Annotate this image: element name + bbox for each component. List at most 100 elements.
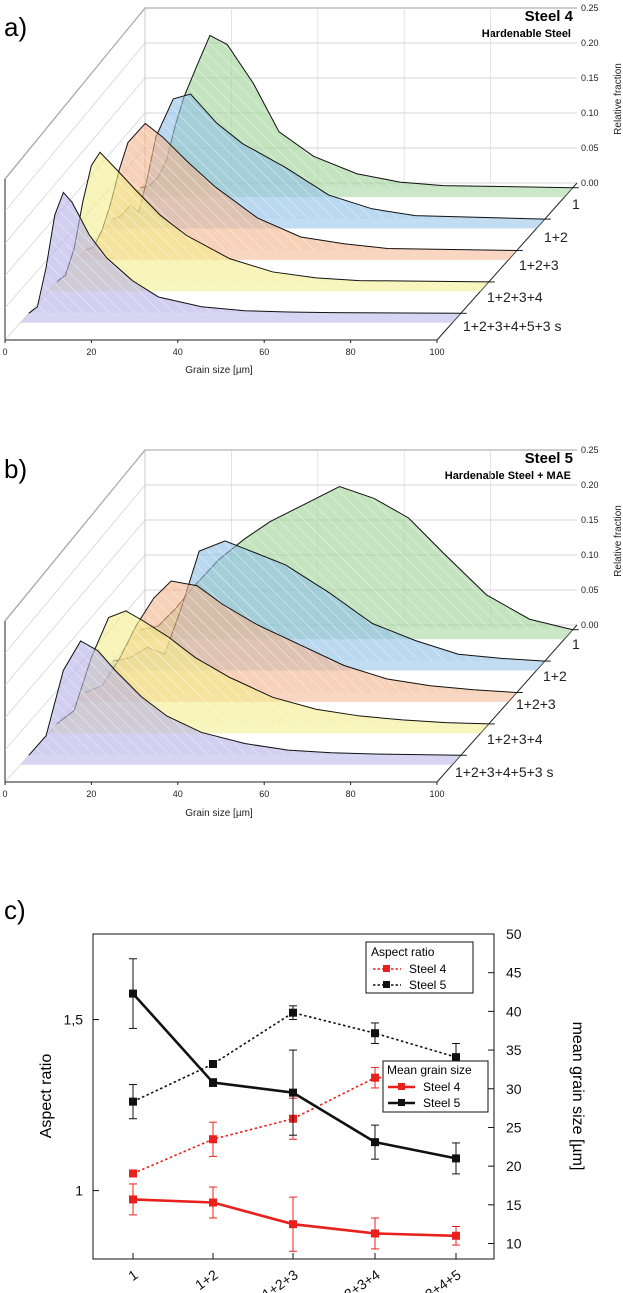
panel-c-right-tick-label: 50 xyxy=(506,926,522,942)
legend-grain-steel5-marker xyxy=(398,1099,405,1106)
grain-steel5-point xyxy=(371,1138,379,1147)
legend-grain-steel5: Steel 5 xyxy=(423,1096,461,1110)
panel-b-series-4-label: 1+2+3+4 xyxy=(487,731,543,747)
panel-b-xtick-label: 40 xyxy=(173,789,183,799)
panel-a-leftwall-grid xyxy=(4,77,146,244)
panel-b-depth-axis xyxy=(436,624,578,783)
panel-c-x-tick-label: 1 xyxy=(125,1266,141,1284)
panel-c-left-tick-label: 1,5 xyxy=(64,1012,84,1028)
panel-b-leftwall-grid xyxy=(4,484,146,654)
legend-aspect-steel4: Steel 4 xyxy=(409,962,447,976)
aspect-steel4-point xyxy=(129,1169,137,1178)
aspect-steel5-line xyxy=(132,1011,457,1103)
panel-b-series-2-label: 1+2 xyxy=(543,668,567,684)
panel-b-xtick-label: 0 xyxy=(2,789,7,799)
panel-c-right-tick-label: 45 xyxy=(506,965,522,981)
panel-b-ztick-label: 0.25 xyxy=(581,445,599,455)
panel-a-ztick-label: 0.05 xyxy=(581,143,599,153)
panel-c-right-tick-label: 10 xyxy=(506,1236,522,1252)
panel-b-ztick-label: 0.15 xyxy=(581,515,599,525)
panel-a-series-3-label: 1+2+3 xyxy=(519,257,559,273)
legend-aspect-steel5-marker xyxy=(383,981,390,988)
grain-steel5-point xyxy=(452,1154,460,1163)
panel-a-subtitle: Hardenable Steel xyxy=(482,28,571,40)
panel-c-ylabel-left: Aspect ratio xyxy=(38,1054,55,1139)
panel-c-right-tick-label: 30 xyxy=(506,1081,522,1097)
panel-c-right-tick-label: 15 xyxy=(506,1197,522,1213)
panel-a-series-hatch xyxy=(84,123,517,251)
legend-aspect-steel5: Steel 5 xyxy=(409,978,447,992)
panel-c-x-tick-label: 1+2+3+4+5 xyxy=(396,1266,464,1293)
panel-b-subtitle: Hardenable Steel + MAE xyxy=(445,470,571,482)
panel-b-chart: Steel 5 Hardenable Steel + MAE Grain siz… xyxy=(2,445,623,819)
panel-a-series-4-label: 1+2+3+4 xyxy=(487,289,543,305)
panel-b-series-3-label: 1+2+3 xyxy=(516,696,556,712)
panel-a-leftwall-grid xyxy=(4,7,146,180)
panel-b-xtick-label: 20 xyxy=(86,789,96,799)
grain-steel5-point xyxy=(129,989,137,998)
aspect-steel4-point xyxy=(371,1073,379,1082)
panel-b-series-line xyxy=(56,610,489,725)
panel-a-leftwall-grid xyxy=(4,42,146,212)
panel-b-xlabel: Grain size [µm] xyxy=(185,808,253,819)
panel-b-leftwall-grid xyxy=(4,519,146,686)
panel-a-zlabel: Relative fraction xyxy=(613,63,623,135)
panel-b-series-5-label: 1+2+3+4+5+3 s xyxy=(455,764,554,780)
panel-a-title: Steel 4 xyxy=(525,8,574,25)
legend-grain-title: Mean grain size xyxy=(387,1063,472,1077)
panel-b-xtick-label: 100 xyxy=(429,789,444,799)
panel-a-chart: Steel 4 Hardenable Steel Grain size [µm]… xyxy=(2,3,623,376)
panel-a-xtick-label: 0 xyxy=(2,347,7,357)
grain-steel4-point xyxy=(371,1229,379,1238)
panel-a-series-line xyxy=(28,191,461,314)
panel-b-label: b) xyxy=(4,454,27,484)
panel-c-x-tick-label: 1+2+3+4 xyxy=(328,1266,383,1293)
panel-a-series-hatch xyxy=(28,192,461,314)
panel-c-x-tick-label: 1+2 xyxy=(192,1266,221,1293)
grain-steel4-line xyxy=(132,1198,457,1238)
legend-aspect-steel4-marker xyxy=(383,965,390,972)
grain-steel5-point xyxy=(289,1088,297,1097)
aspect-steel5-point xyxy=(289,1008,297,1017)
panel-a-xtick-label: 20 xyxy=(86,347,96,357)
panel-b-zlabel: Relative fraction xyxy=(613,505,623,577)
panel-b-series-1-label: 1 xyxy=(572,636,580,652)
grain-steel4-point xyxy=(129,1195,137,1204)
panel-b-xtick-label: 60 xyxy=(259,789,269,799)
panel-a-xtick-label: 80 xyxy=(346,347,356,357)
panel-b-series-hatch xyxy=(56,610,489,724)
panel-b-xtick-label: 80 xyxy=(346,789,356,799)
panel-c-left-tick-label: 1 xyxy=(75,1183,83,1199)
aspect-steel5-point xyxy=(129,1097,137,1106)
grain-steel4-point xyxy=(209,1198,217,1207)
panel-a-xtick-label: 60 xyxy=(259,347,269,357)
panel-a-ztick-label: 0.15 xyxy=(581,73,599,83)
grain-steel5-point xyxy=(209,1078,217,1087)
panel-a-ztick-label: 0.20 xyxy=(581,38,599,48)
panel-c-right-tick-label: 20 xyxy=(506,1158,522,1174)
panel-a-series-1-label: 1 xyxy=(572,196,580,212)
grain-steel4-point xyxy=(452,1231,460,1240)
panel-c-right-tick-label: 40 xyxy=(506,1003,522,1019)
grain-steel4-point xyxy=(289,1220,297,1229)
panel-b-leftwall-grid xyxy=(4,449,146,622)
panel-c-label: c) xyxy=(4,895,26,925)
panel-c-ylabel-right: mean grain size [µm] xyxy=(569,1022,586,1171)
panel-c-right-tick-label: 25 xyxy=(506,1119,522,1135)
panel-a-series-hatch xyxy=(56,152,489,282)
panel-b-series-line xyxy=(28,640,461,756)
panel-a-label: a) xyxy=(4,12,27,42)
aspect-steel5-point xyxy=(452,1053,460,1062)
panel-b-series-hatch xyxy=(28,640,461,756)
aspect-steel5-point xyxy=(209,1060,217,1068)
panel-a-series-hatch xyxy=(112,94,545,220)
panel-b-title: Steel 5 xyxy=(525,450,573,467)
panel-a-series-5-label: 1+2+3+4+5+3 s xyxy=(463,318,562,334)
panel-b-ztick-label: 0.20 xyxy=(581,480,599,490)
panel-a-xtick-label: 40 xyxy=(173,347,183,357)
panel-a-ztick-label: 0.10 xyxy=(581,108,599,118)
panel-b-ztick-label: 0.00 xyxy=(581,620,599,630)
panel-a-leftwall-grid xyxy=(4,112,146,276)
